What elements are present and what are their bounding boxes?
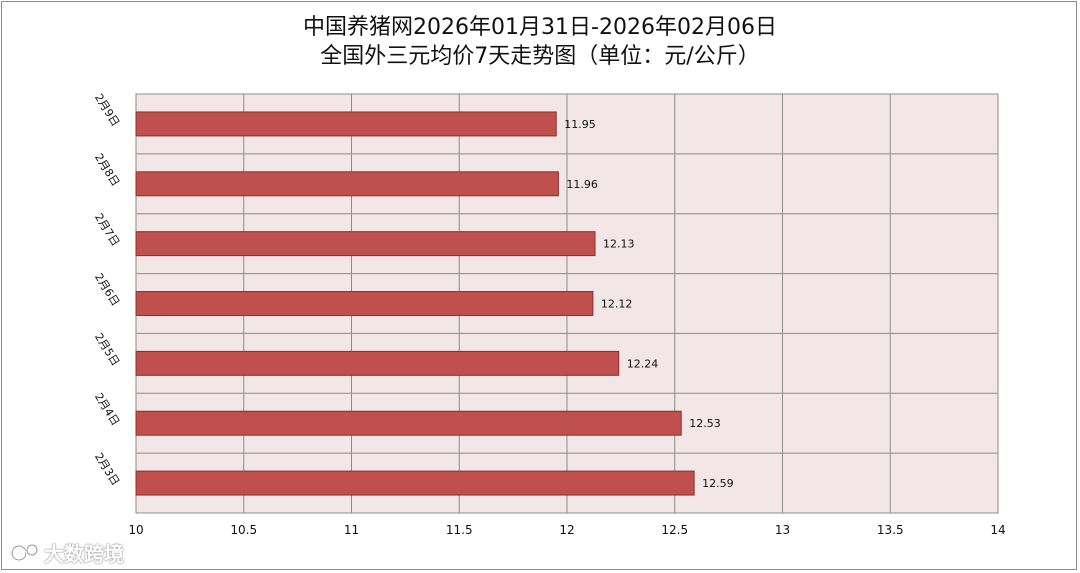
category-label: 2月6日	[92, 271, 122, 308]
category-label: 2月5日	[92, 331, 122, 368]
data-label: 12.12	[601, 298, 633, 311]
x-tick-label: 10	[128, 523, 143, 537]
bar	[135, 410, 682, 436]
chart-title-line2: 全国外三元均价7天走势图（单位：元/公斤）	[320, 44, 760, 69]
data-label: 12.53	[689, 417, 721, 430]
brand-logo-icon	[10, 542, 40, 564]
category-label: 2月7日	[92, 211, 122, 248]
bars	[135, 111, 695, 496]
x-tick-label: 14	[990, 523, 1005, 537]
x-tick-label: 11.5	[446, 523, 473, 537]
bar	[135, 350, 620, 376]
data-label: 11.95	[564, 118, 596, 131]
x-tick-label: 13.5	[877, 523, 904, 537]
category-label: 2月8日	[92, 151, 122, 188]
bar	[135, 291, 594, 316]
bar	[135, 111, 557, 137]
grid-lines	[135, 94, 999, 513]
bar	[135, 171, 559, 197]
x-tick-label: 10.5	[230, 523, 257, 537]
data-label: 12.24	[627, 357, 659, 370]
x-tick-label: 12.5	[661, 523, 688, 537]
chart-title-line1: 中国养猪网2026年01月31日-2026年02月06日	[303, 15, 777, 40]
data-label: 12.59	[702, 477, 734, 490]
data-label: 12.13	[603, 238, 635, 251]
category-label: 2月3日	[92, 451, 122, 488]
watermark: 大数跨境	[10, 538, 124, 567]
category-label: 2月4日	[92, 391, 122, 428]
x-tick-label: 11	[344, 523, 359, 537]
category-label: 2月9日	[92, 91, 122, 128]
x-tick-label: 13	[775, 523, 790, 537]
x-axis-tick-labels: 10 10.5 11 11.5 12 12.5 13 13.5 14	[128, 523, 1005, 537]
category-labels: 2月9日 2月8日 2月7日 2月6日 2月5日 2月4日 2月3日	[92, 91, 122, 488]
data-label: 11.96	[566, 178, 598, 191]
x-tick-label: 12	[559, 523, 574, 537]
bar	[135, 231, 596, 257]
watermark-text: 大数跨境	[44, 542, 124, 566]
bar	[135, 470, 695, 496]
data-labels: 11.95 11.96 12.13 12.12 12.24 12.53 12.59	[564, 118, 733, 490]
